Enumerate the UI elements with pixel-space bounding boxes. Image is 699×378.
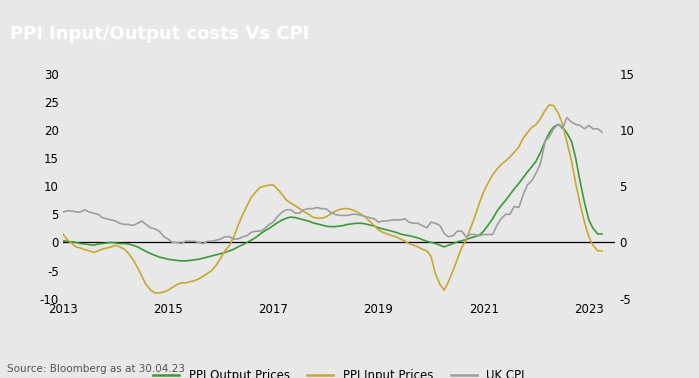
Text: Source: Bloomberg as at 30.04.23: Source: Bloomberg as at 30.04.23 [7,364,185,374]
Text: PPI Input/Output costs Vs CPI: PPI Input/Output costs Vs CPI [10,25,310,43]
Legend: PPI Output Prices, PPI Input Prices, UK CPI: PPI Output Prices, PPI Input Prices, UK … [148,365,530,378]
